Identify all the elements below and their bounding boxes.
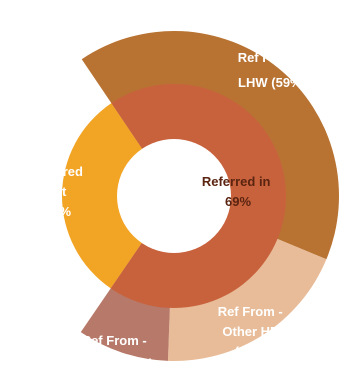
label-ref-other-hf-line1: Ref From - bbox=[218, 304, 283, 319]
label-referred-in-line1: Referred in bbox=[202, 174, 271, 189]
label-referred-out: Referred out 31% bbox=[29, 164, 86, 219]
label-ref-other-hf: Ref From - Other HF (28%) bbox=[218, 304, 287, 359]
label-referred-in-line2: 69% bbox=[225, 194, 251, 209]
label-referred-out-line3: 31% bbox=[45, 204, 71, 219]
label-ref-other-hf-line3: (28%) bbox=[235, 344, 270, 359]
center-hole bbox=[117, 139, 231, 253]
label-ref-lhw: Ref From - LHW (59%) bbox=[238, 50, 307, 90]
label-ref-lhw-line1: Ref From - bbox=[238, 50, 303, 65]
label-ref-other-hf-line2: Other HF bbox=[222, 324, 278, 339]
label-ref-shns: Ref From - SHNS (13%) bbox=[79, 333, 153, 371]
label-referred-out-line2: out bbox=[46, 184, 67, 199]
label-ref-shns-line2: SHNS (13%) bbox=[79, 356, 153, 371]
label-referred-in: Referred in 69% bbox=[202, 174, 274, 209]
label-referred-out-line1: Referred bbox=[29, 164, 83, 179]
label-ref-shns-line1: Ref From - bbox=[82, 333, 147, 348]
label-ref-lhw-line2: LHW (59%) bbox=[238, 75, 306, 90]
